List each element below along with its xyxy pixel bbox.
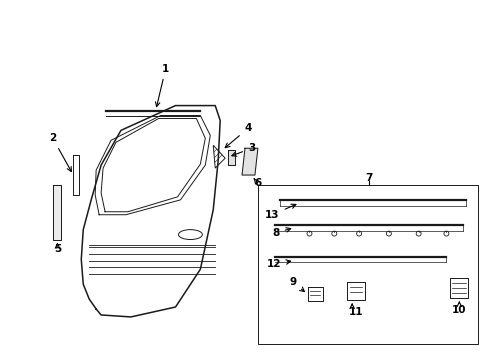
- Text: 8: 8: [272, 228, 290, 238]
- Polygon shape: [228, 150, 235, 165]
- Text: 4: 4: [225, 123, 251, 148]
- Text: 10: 10: [451, 305, 466, 315]
- Text: 12: 12: [266, 259, 290, 269]
- Text: 5: 5: [54, 244, 61, 255]
- Text: 6: 6: [254, 178, 261, 188]
- Polygon shape: [53, 185, 61, 239]
- Polygon shape: [242, 148, 257, 175]
- Text: 7: 7: [365, 173, 372, 183]
- Text: 2: 2: [49, 133, 71, 171]
- Text: 1: 1: [155, 64, 169, 107]
- Text: 11: 11: [348, 307, 363, 317]
- Text: 3: 3: [231, 143, 255, 156]
- Text: 9: 9: [289, 277, 304, 292]
- Bar: [257, 185, 477, 344]
- Text: 13: 13: [264, 204, 295, 220]
